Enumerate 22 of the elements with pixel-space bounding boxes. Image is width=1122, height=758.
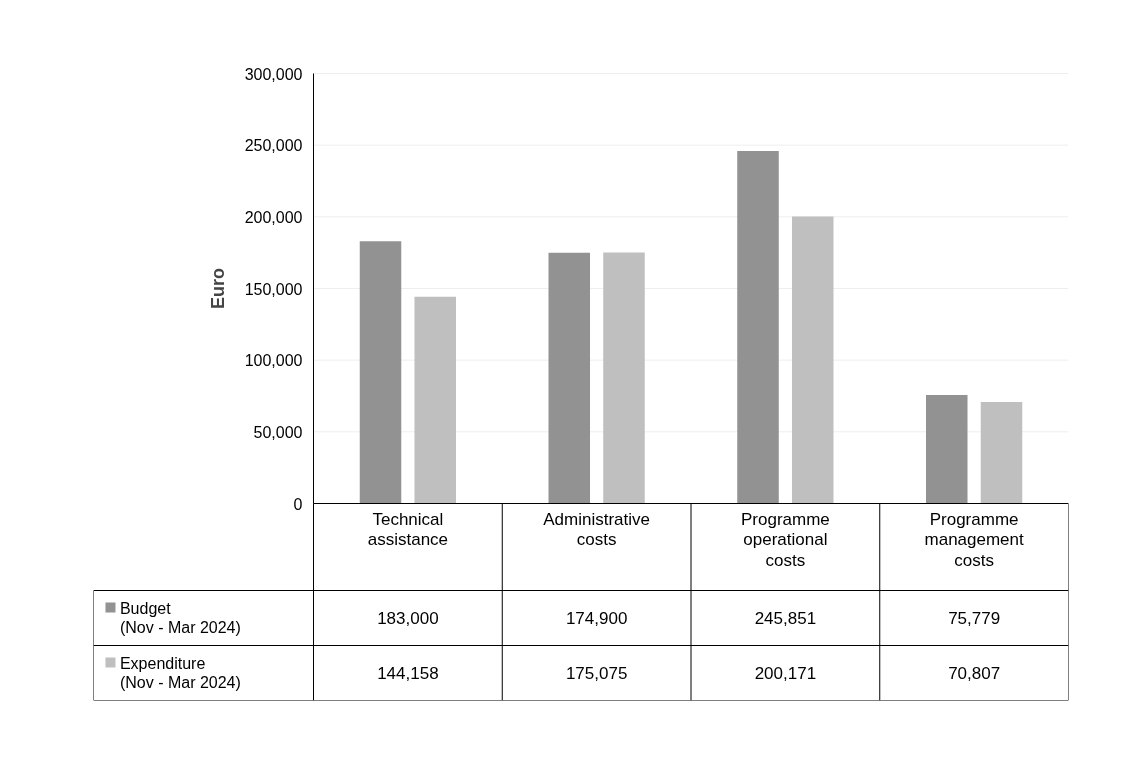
data-label: 200,171 — [754, 664, 817, 683]
x-tick-label: Programme operational costs — [740, 509, 830, 571]
x-tick-label: Technical assistance — [367, 509, 449, 550]
data-label: 183,000 — [377, 609, 439, 628]
y-tick-label: 200,000 — [244, 208, 303, 226]
y-axis-title: Euro — [207, 267, 228, 309]
legend-label: Expenditure (Nov - Mar 2024) — [119, 655, 241, 691]
y-tick-label: 150,000 — [244, 280, 303, 298]
y-tick-label: 50,000 — [253, 423, 303, 441]
data-label: 245,851 — [754, 609, 817, 628]
data-label: 174,900 — [565, 609, 628, 628]
y-tick-label: 0 — [293, 495, 303, 513]
y-tick-label: 300,000 — [244, 65, 303, 83]
data-label: 144,158 — [377, 664, 439, 683]
data-label: 175,075 — [565, 664, 628, 683]
x-tick-label: Programme management costs — [924, 509, 1025, 571]
data-label: 70,807 — [948, 664, 1001, 683]
data-label: 75,779 — [948, 609, 1001, 628]
legend-label: Budget (Nov - Mar 2024) — [119, 600, 241, 636]
y-tick-label: 100,000 — [244, 352, 303, 370]
x-tick-label: Administrative costs — [543, 509, 651, 550]
y-tick-label: 250,000 — [244, 137, 303, 155]
